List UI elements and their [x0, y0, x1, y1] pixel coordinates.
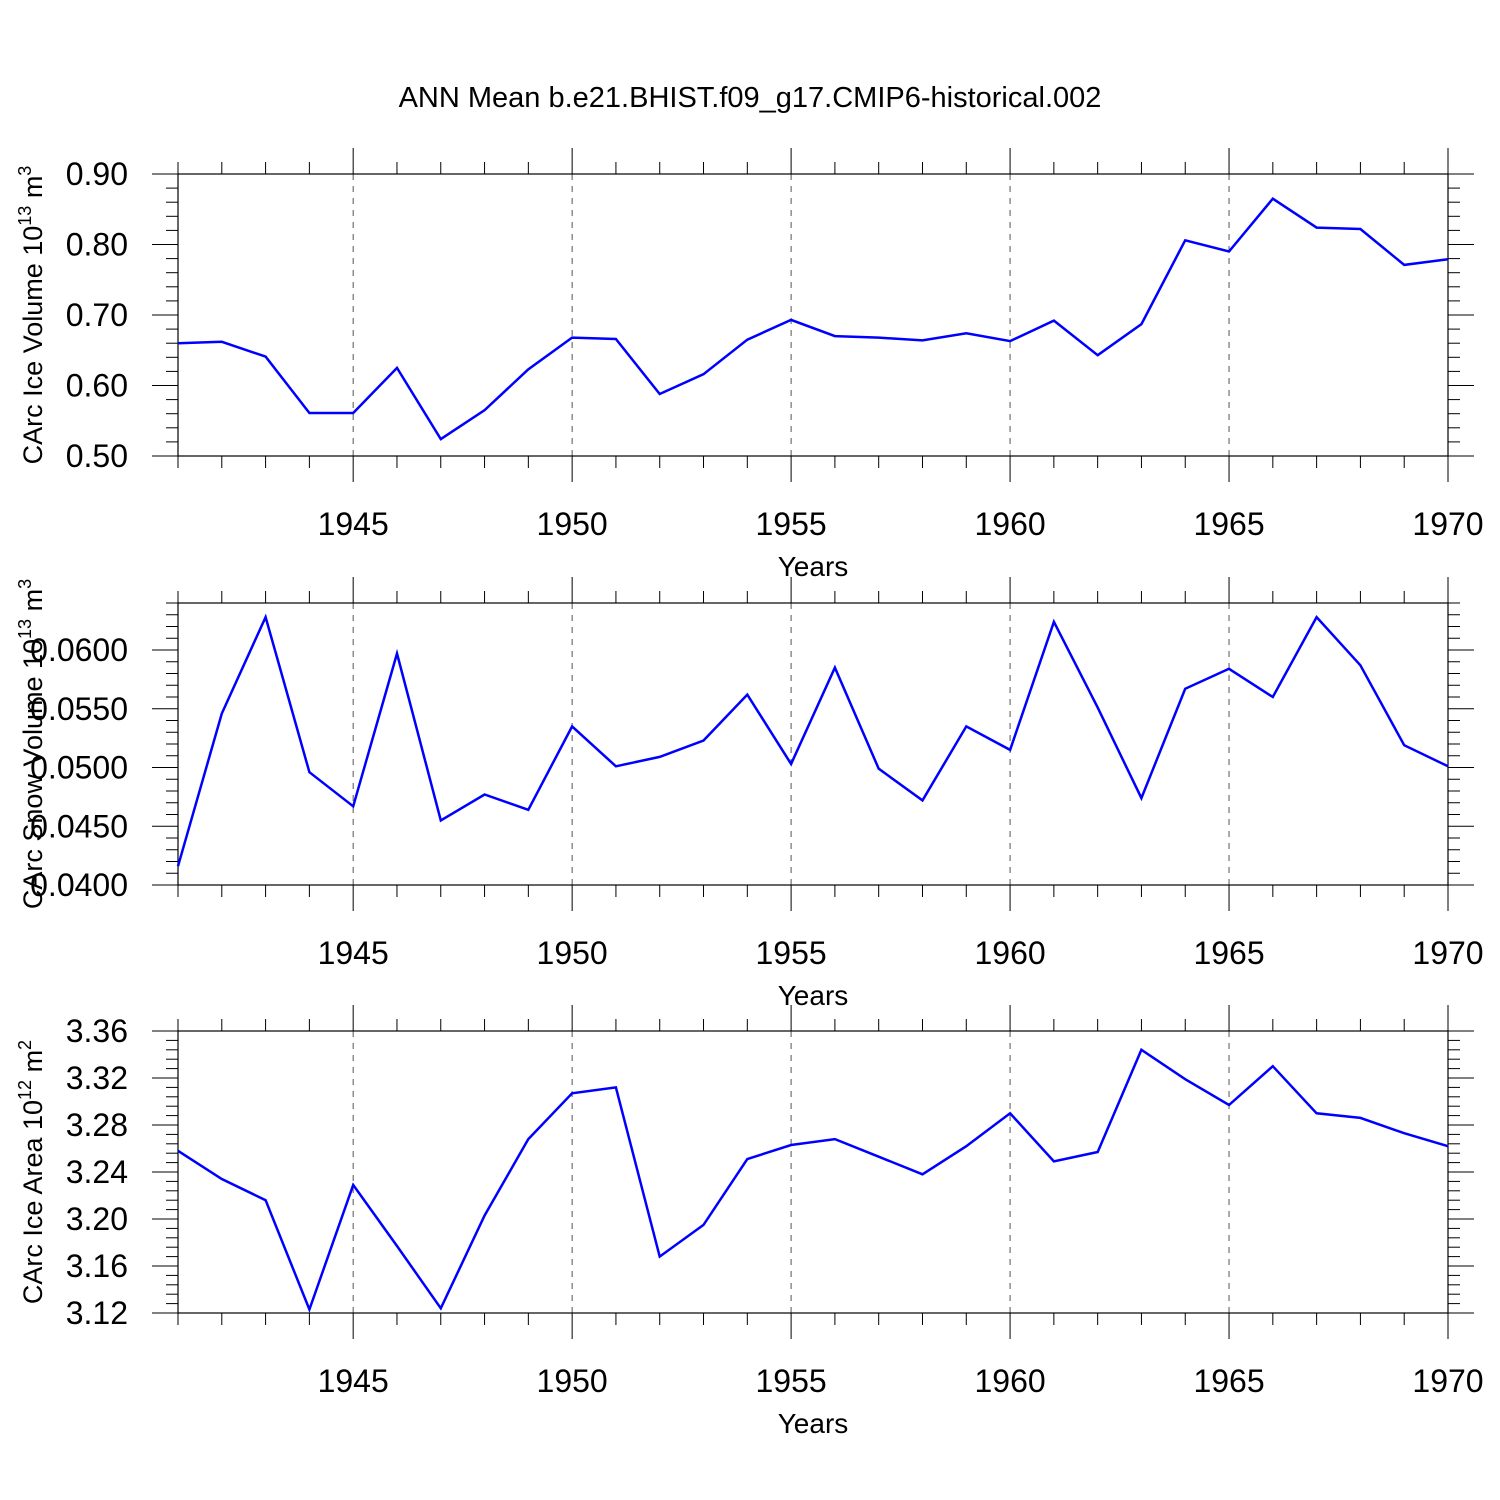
- series-line: [177, 1047, 1449, 1314]
- x-tick-label: 1965: [1193, 506, 1264, 542]
- plot-frame: [177, 602, 1449, 886]
- y-tick-label: 0.50: [66, 438, 128, 474]
- y-tick-label: 0.0400: [30, 867, 128, 903]
- plot-frame: [177, 173, 1449, 457]
- x-tick-label: 1970: [1412, 1363, 1483, 1399]
- y-tick-label: 0.0450: [30, 808, 128, 844]
- y-tick-label: 3.28: [66, 1107, 128, 1143]
- x-tick-label: 1945: [318, 506, 389, 542]
- y-tick-label: 0.0550: [30, 691, 128, 727]
- x-axis-label: Years: [778, 1408, 849, 1439]
- panel-3: 3.12 3.16 3.20 3.24 3.28 3.32 3.36 1945 1950 1955…: [15, 1005, 1484, 1439]
- x-tick-label: 1970: [1412, 506, 1483, 542]
- panel-2: 0.0400 0.0450 0.0500 0.0550 0.0600 1945 1950 19…: [15, 577, 1484, 1011]
- y-tick-label: 0.0500: [30, 750, 128, 786]
- y-tick-label: 3.36: [66, 1013, 128, 1049]
- y-tick-label: 3.20: [66, 1201, 128, 1237]
- x-axis-label: Years: [778, 980, 849, 1011]
- y-tick-label: 0.80: [66, 227, 128, 263]
- series-line: [177, 197, 1449, 441]
- y-tick-label: 0.60: [66, 368, 128, 404]
- x-tick-label: 1955: [756, 506, 827, 542]
- x-tick-label: 1955: [756, 935, 827, 971]
- x-axis-label: Years: [778, 551, 849, 582]
- y-tick-label: 3.12: [66, 1295, 128, 1331]
- x-tick-label: 1945: [318, 1363, 389, 1399]
- y-tick-label: 3.16: [66, 1248, 128, 1284]
- y-axis-label: CArc Ice Volume 1013 m3: [15, 166, 48, 465]
- plot-frame: [177, 1030, 1449, 1314]
- y-tick-label: 3.32: [66, 1060, 128, 1096]
- y-axis-label: CArc Snow Volume 1013 m3: [15, 579, 48, 909]
- figure-title: ANN Mean b.e21.BHIST.f09_g17.CMIP6-histo…: [398, 82, 1102, 114]
- x-tick-label: 1950: [537, 1363, 608, 1399]
- y-tick-label: 3.24: [66, 1154, 128, 1190]
- y-tick-label: 0.70: [66, 297, 128, 333]
- x-tick-label: 1955: [756, 1363, 827, 1399]
- y-tick-label: 0.0600: [30, 632, 128, 668]
- x-tick-label: 1960: [974, 1363, 1045, 1399]
- x-tick-label: 1950: [537, 506, 608, 542]
- y-axis-label: CArc Ice Area 1012 m2: [15, 1040, 48, 1304]
- x-tick-label: 1945: [318, 935, 389, 971]
- x-tick-label: 1960: [974, 935, 1045, 971]
- x-tick-label: 1960: [974, 506, 1045, 542]
- series-line: [176, 613, 1449, 867]
- x-tick-label: 1970: [1412, 935, 1483, 971]
- panel-1: 0.50 0.60 0.70 0.80 0.90 1945 1950 1955 1960 1965…: [15, 148, 1484, 582]
- x-tick-label: 1950: [537, 935, 608, 971]
- x-tick-label: 1965: [1193, 1363, 1264, 1399]
- x-tick-label: 1965: [1193, 935, 1264, 971]
- y-tick-label: 0.90: [66, 156, 128, 192]
